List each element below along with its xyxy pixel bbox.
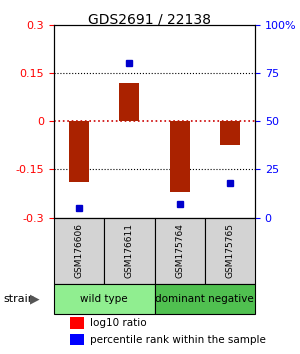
FancyBboxPatch shape — [54, 284, 154, 314]
FancyBboxPatch shape — [54, 217, 104, 284]
Text: dominant negative: dominant negative — [155, 294, 254, 304]
Bar — [169, 121, 190, 192]
FancyBboxPatch shape — [104, 217, 154, 284]
Text: GDS2691 / 22138: GDS2691 / 22138 — [88, 12, 212, 27]
Text: GSM176611: GSM176611 — [125, 223, 134, 278]
Text: strain: strain — [3, 294, 35, 304]
Text: GSM175765: GSM175765 — [225, 223, 234, 278]
Bar — [70, 317, 84, 329]
FancyBboxPatch shape — [154, 217, 205, 284]
Text: percentile rank within the sample: percentile rank within the sample — [90, 335, 266, 345]
Text: ▶: ▶ — [30, 293, 40, 306]
FancyBboxPatch shape — [154, 284, 255, 314]
Bar — [119, 82, 140, 121]
Bar — [220, 121, 240, 145]
Text: GSM176606: GSM176606 — [75, 223, 84, 278]
Text: GSM175764: GSM175764 — [175, 223, 184, 278]
Text: wild type: wild type — [80, 294, 128, 304]
Bar — [69, 121, 89, 182]
Bar — [70, 334, 84, 345]
Text: log10 ratio: log10 ratio — [90, 318, 147, 328]
FancyBboxPatch shape — [205, 217, 255, 284]
